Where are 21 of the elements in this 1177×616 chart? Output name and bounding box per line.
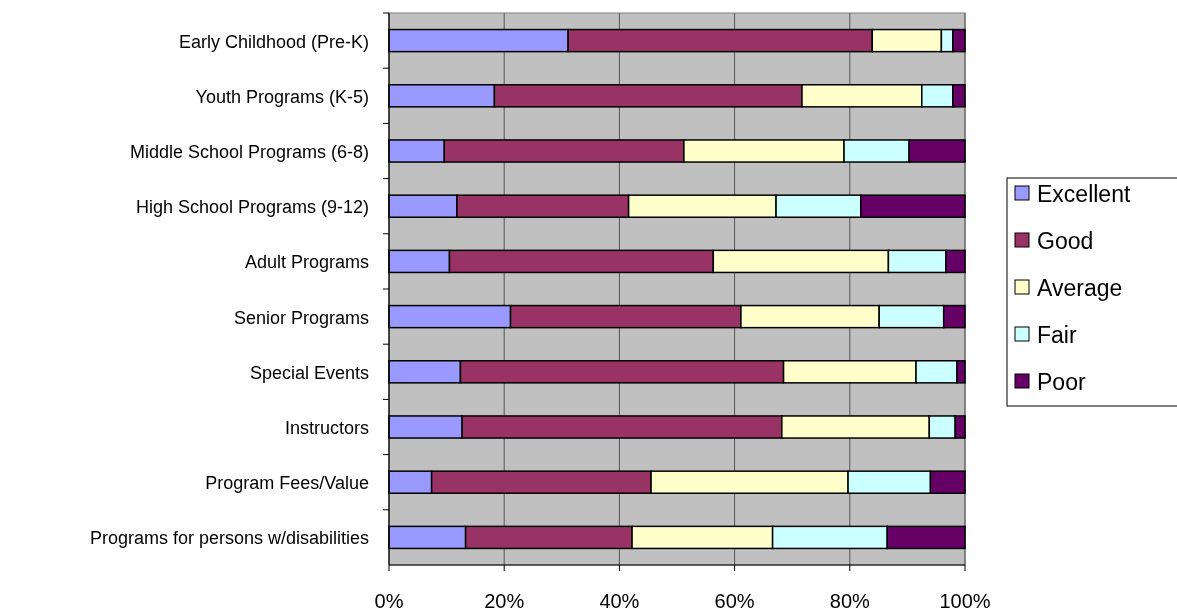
x-tick-label: 0% [374, 590, 404, 612]
y-tick-label: Youth Programs (K-5) [195, 86, 369, 107]
legend-label: Average [1037, 275, 1123, 301]
y-tick-label: Adult Programs [244, 252, 369, 273]
x-tick-label: 40% [599, 590, 640, 612]
y-tick-label: Senior Programs [233, 307, 369, 328]
y-tick-label: Instructors [284, 418, 369, 438]
x-tick-label: 100% [939, 590, 991, 612]
legend-label: Fair [1037, 322, 1077, 348]
x-tick-label: 80% [829, 590, 871, 612]
legend-label: Poor [1037, 369, 1086, 395]
y-tick-label: Early Childhood (Pre-K) [178, 31, 369, 52]
y-tick-label: Middle School Programs (6-8) [129, 142, 369, 162]
legend-label: Excellent [1037, 181, 1131, 207]
y-tick-label: Program Fees/Value [205, 473, 369, 494]
x-tick-label: 60% [714, 590, 755, 612]
legend-label: Good [1037, 228, 1094, 254]
y-tick-label: High School Programs (9-12) [135, 197, 369, 218]
y-tick-label: Special Events [249, 362, 369, 383]
y-tick-label: Programs for persons w/disabilities [89, 528, 369, 549]
x-tick-label: 20% [484, 590, 525, 612]
